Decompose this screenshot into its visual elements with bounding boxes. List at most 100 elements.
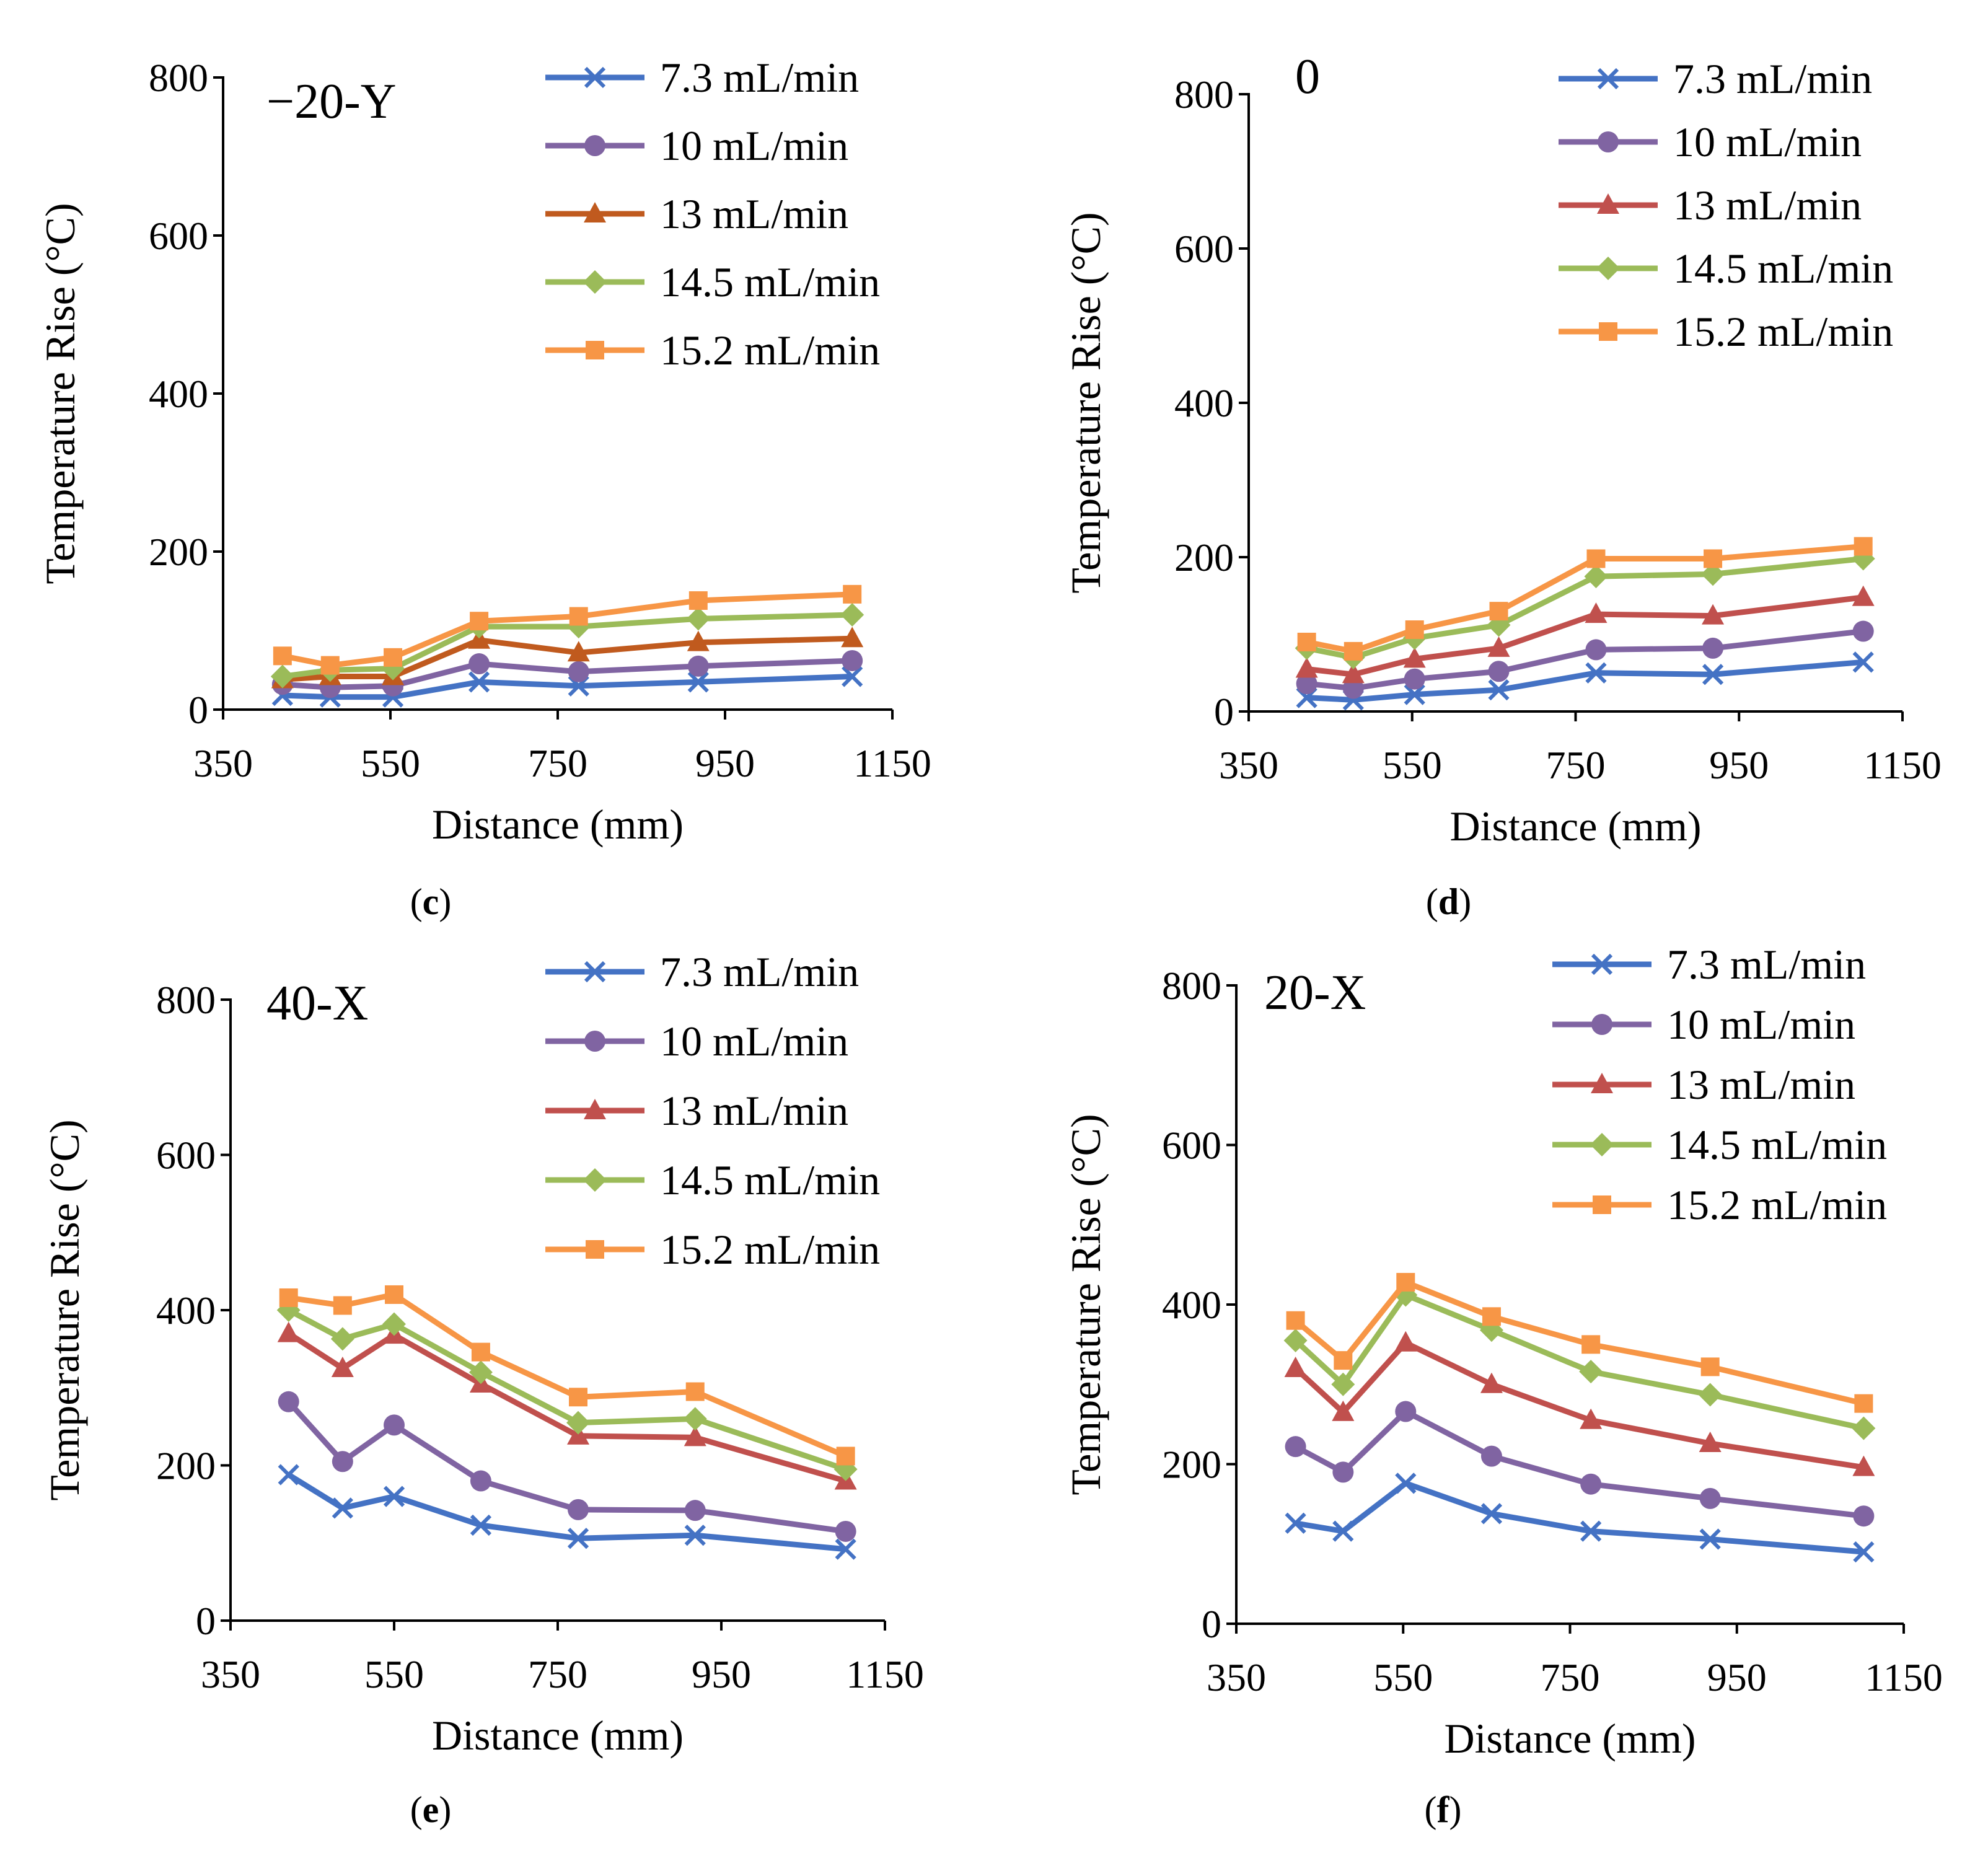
data-point xyxy=(470,1514,492,1536)
y-axis-label: Temperature Rise (°C) xyxy=(1062,1114,1109,1495)
data-point xyxy=(1404,684,1425,705)
x-axis-label: Distance (mm) xyxy=(432,801,684,848)
legend-marker xyxy=(1591,1073,1613,1093)
legend-label: 7.3 mL/min xyxy=(1667,941,1866,988)
legend: 7.3 mL/min 10 mL/min 13 mL/min 14.5 mL/min 1… xyxy=(1559,55,1893,355)
chart-panel-d: 0 200 400 600 800 350 550 750 950 1150 Distance (m… xyxy=(1062,50,1942,922)
x-tick-label: 1150 xyxy=(1865,1655,1943,1699)
data-point xyxy=(1403,647,1426,668)
data-point xyxy=(278,1464,299,1486)
legend-label: 14.5 mL/min xyxy=(660,1156,880,1204)
y-tick-label: 200 xyxy=(156,1444,216,1488)
data-point xyxy=(1852,585,1875,606)
y-tick-label: 400 xyxy=(1162,1283,1221,1327)
series-15-2-ml-min xyxy=(273,584,862,675)
legend-marker xyxy=(1596,257,1620,280)
data-point xyxy=(471,1342,490,1362)
x-tick-label: 750 xyxy=(1541,1655,1600,1699)
data-point xyxy=(273,646,292,666)
x-axis-label: Distance (mm) xyxy=(432,1712,684,1759)
y-tick-label: 600 xyxy=(149,214,208,258)
y-tick-label: 800 xyxy=(149,56,208,100)
data-point xyxy=(568,1499,589,1520)
series-10-ml-min xyxy=(1285,1401,1875,1527)
y-tick-label: 0 xyxy=(196,1599,216,1643)
legend-entry: 10 mL/min xyxy=(1559,118,1862,165)
x-tick-label: 750 xyxy=(1546,743,1606,787)
legend-marker xyxy=(584,202,606,222)
data-point xyxy=(1580,1408,1603,1429)
legend-label: 13 mL/min xyxy=(660,190,848,237)
data-point xyxy=(1480,1445,1502,1467)
data-point xyxy=(1332,1400,1355,1421)
series-15-2-ml-min xyxy=(1286,1272,1873,1413)
series-7-3-ml-min xyxy=(1285,1473,1875,1563)
data-point xyxy=(568,661,589,682)
data-point xyxy=(383,1486,405,1507)
data-point xyxy=(1482,1307,1501,1326)
series-13-ml-min xyxy=(1284,1331,1875,1476)
data-point xyxy=(1285,1512,1306,1534)
legend-label: 13 mL/min xyxy=(1673,182,1862,229)
data-point xyxy=(1700,1357,1720,1376)
data-point xyxy=(1853,1505,1875,1527)
legend-label: 15.2 mL/min xyxy=(660,327,880,374)
y-tick-label: 600 xyxy=(156,1134,216,1178)
legend: 7.3 mL/min 10 mL/min 13 mL/min 14.5 mL/min 1… xyxy=(545,54,880,374)
panels: 0 200 400 600 800 350 550 750 950 1150 Distance (m… xyxy=(37,50,1943,1830)
series-7-3-ml-min xyxy=(278,1464,856,1560)
legend-entry: 13 mL/min xyxy=(545,190,848,237)
series-15-2-ml-min xyxy=(1297,537,1873,661)
x-tick-label: 950 xyxy=(1707,1655,1767,1699)
data-point xyxy=(842,649,863,671)
panel-caption: (d) xyxy=(1426,881,1471,922)
x-tick-label: 550 xyxy=(1383,743,1442,787)
data-point xyxy=(385,1285,403,1304)
legend-marker xyxy=(1591,953,1613,975)
x-axis-label: Distance (mm) xyxy=(1450,803,1702,850)
legend-marker xyxy=(586,341,604,359)
legend-marker xyxy=(584,66,606,89)
data-point xyxy=(1395,1473,1417,1494)
legend-marker xyxy=(1597,68,1619,90)
legend-marker xyxy=(1598,131,1619,152)
data-point xyxy=(384,648,403,667)
legend-marker xyxy=(1599,322,1617,341)
data-point xyxy=(1480,1503,1503,1525)
data-point xyxy=(1487,636,1510,657)
data-point xyxy=(1701,562,1725,586)
legend-marker xyxy=(584,961,606,983)
series-10-ml-min xyxy=(278,1391,856,1542)
data-point xyxy=(1852,1416,1876,1440)
data-point xyxy=(1488,679,1510,701)
data-point xyxy=(470,1470,491,1492)
data-point xyxy=(836,1446,855,1466)
data-point xyxy=(684,1525,706,1546)
y-tick-label: 800 xyxy=(156,978,216,1022)
data-point xyxy=(1394,1331,1417,1352)
panel-title: 0 xyxy=(1295,50,1320,104)
data-point xyxy=(332,1451,353,1473)
data-point xyxy=(1585,662,1607,684)
data-point xyxy=(687,655,709,677)
data-point xyxy=(1332,1461,1354,1483)
data-point xyxy=(1585,639,1607,661)
y-tick-label: 200 xyxy=(149,530,208,574)
data-point xyxy=(277,1321,300,1342)
legend-marker xyxy=(586,1240,604,1259)
legend-label: 15.2 mL/min xyxy=(1673,308,1893,355)
legend-entry: 14.5 mL/min xyxy=(1559,245,1893,292)
data-point xyxy=(270,664,294,689)
data-point xyxy=(687,630,710,651)
x-axis-label: Distance (mm) xyxy=(1445,1715,1696,1762)
data-point xyxy=(842,666,863,687)
data-point xyxy=(1284,1357,1307,1377)
x-tick-label: 950 xyxy=(692,1652,751,1696)
y-tick-label: 0 xyxy=(1214,690,1234,734)
data-point xyxy=(468,653,490,675)
data-point xyxy=(569,1388,587,1407)
y-tick-label: 800 xyxy=(1174,73,1234,117)
x-tick-label: 350 xyxy=(1219,743,1278,787)
data-point xyxy=(470,612,489,631)
legend-label: 14.5 mL/min xyxy=(1673,245,1893,292)
